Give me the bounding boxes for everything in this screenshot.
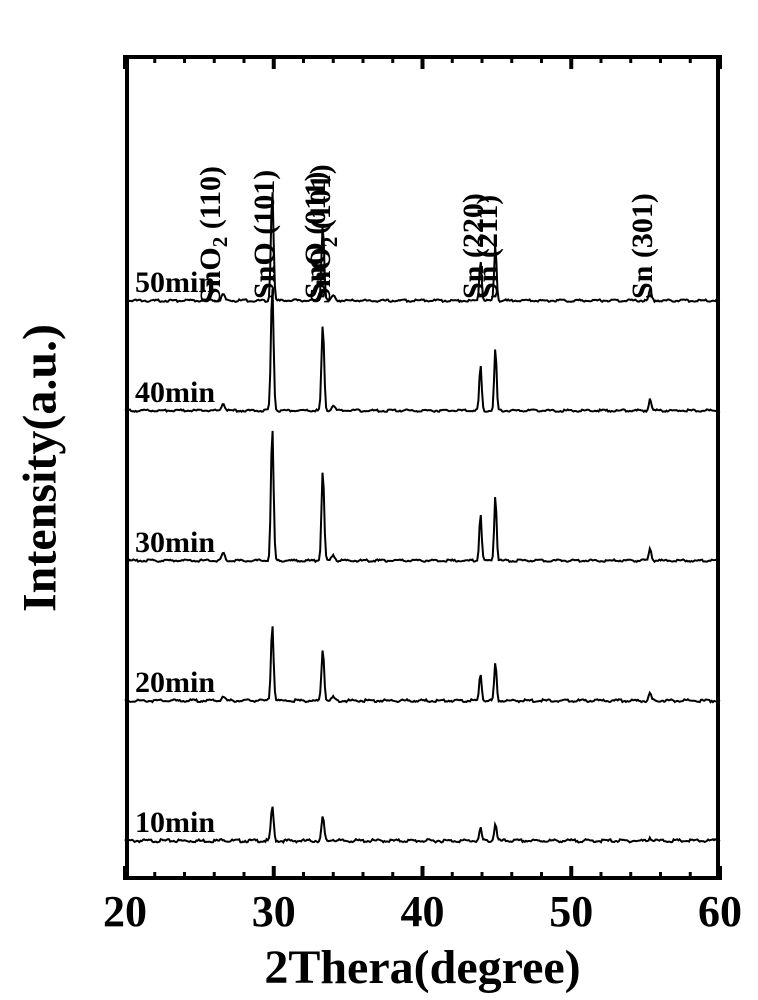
x-tick-label: 30 (252, 886, 296, 937)
peak-label: Sn (211) (471, 195, 505, 299)
peak-label: SnO (101) (248, 170, 282, 299)
xrd-figure: Intensity(a.u.) 2Thera(degree) 203040506… (0, 0, 758, 1000)
series-label: 10min (135, 806, 215, 840)
x-tick-label: 40 (401, 886, 445, 937)
peak-label: SnO2 (110) (194, 166, 233, 304)
x-tick-label: 60 (698, 886, 742, 937)
peak-label: Sn (301) (626, 193, 660, 299)
x-tick-label: 20 (103, 886, 147, 937)
x-tick-label: 50 (549, 886, 593, 937)
plot-svg (0, 0, 758, 1000)
peak-label: SnO2 (101) (304, 164, 343, 304)
series-label: 20min (135, 666, 215, 700)
series-label: 40min (135, 376, 215, 410)
series-label: 30min (135, 526, 215, 560)
